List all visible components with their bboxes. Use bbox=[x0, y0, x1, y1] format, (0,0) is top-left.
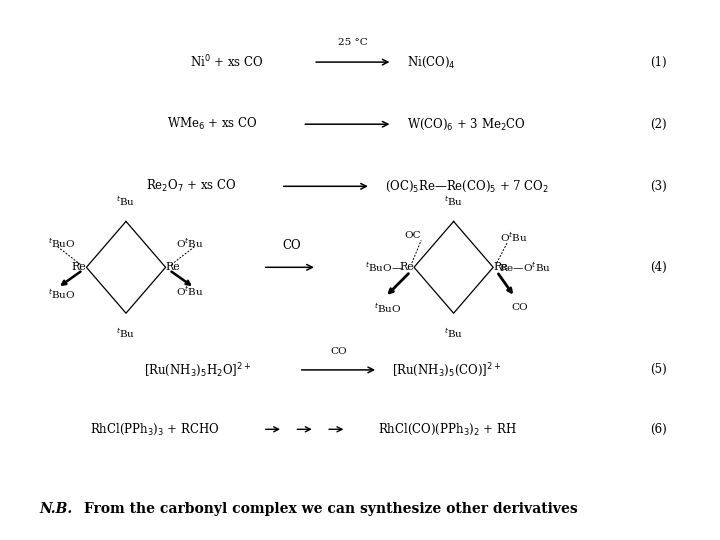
Text: Re: Re bbox=[166, 262, 180, 272]
Text: $^t$Bu: $^t$Bu bbox=[444, 327, 463, 341]
Text: Re: Re bbox=[400, 262, 414, 272]
Text: Ni(CO)$_4$: Ni(CO)$_4$ bbox=[407, 55, 456, 70]
Text: (4): (4) bbox=[650, 261, 667, 274]
Text: Re: Re bbox=[493, 262, 508, 272]
Text: Ni$^0$ + xs CO: Ni$^0$ + xs CO bbox=[190, 54, 264, 70]
Text: O$^t$Bu: O$^t$Bu bbox=[500, 231, 528, 245]
Text: W(CO)$_6$ + 3 Me$_2$CO: W(CO)$_6$ + 3 Me$_2$CO bbox=[407, 117, 526, 132]
Text: (1): (1) bbox=[650, 56, 667, 69]
Text: $^t$BuO: $^t$BuO bbox=[48, 236, 76, 250]
Text: (3): (3) bbox=[650, 180, 667, 193]
Text: $^t$BuO—: $^t$BuO— bbox=[365, 260, 403, 274]
Text: $^t$Bu: $^t$Bu bbox=[117, 194, 135, 208]
Text: (5): (5) bbox=[650, 363, 667, 376]
Text: [Ru(NH$_3$)$_5$(CO)]$^{2+}$: [Ru(NH$_3$)$_5$(CO)]$^{2+}$ bbox=[392, 361, 502, 379]
Text: From the carbonyl complex we can synthesize other derivatives: From the carbonyl complex we can synthes… bbox=[79, 502, 578, 516]
Text: CO: CO bbox=[282, 239, 301, 252]
Text: RhCl(PPh$_3$)$_3$ + RCHO: RhCl(PPh$_3$)$_3$ + RCHO bbox=[90, 422, 220, 437]
Text: $^t$BuO: $^t$BuO bbox=[48, 287, 76, 301]
Text: CO: CO bbox=[511, 303, 528, 312]
Text: [Ru(NH$_3$)$_5$H$_2$O]$^{2+}$: [Ru(NH$_3$)$_5$H$_2$O]$^{2+}$ bbox=[145, 361, 251, 379]
Text: $^t$BuO: $^t$BuO bbox=[374, 301, 402, 315]
Text: $^t$Bu: $^t$Bu bbox=[117, 327, 135, 341]
Text: OC: OC bbox=[405, 232, 421, 240]
Text: $^t$Bu: $^t$Bu bbox=[444, 194, 463, 208]
Text: CO: CO bbox=[330, 347, 347, 356]
Text: (OC)$_5$Re—Re(CO)$_5$ + 7 CO$_2$: (OC)$_5$Re—Re(CO)$_5$ + 7 CO$_2$ bbox=[385, 179, 549, 194]
Text: O$^t$Bu: O$^t$Bu bbox=[176, 236, 204, 250]
Text: Re$_2$O$_7$ + xs CO: Re$_2$O$_7$ + xs CO bbox=[145, 178, 236, 194]
Text: N.B.: N.B. bbox=[40, 502, 73, 516]
Text: Re: Re bbox=[72, 262, 86, 272]
Text: Re—O$^t$Bu: Re—O$^t$Bu bbox=[499, 260, 551, 274]
Text: 25 °C: 25 °C bbox=[338, 38, 368, 47]
Text: WMe$_6$ + xs CO: WMe$_6$ + xs CO bbox=[167, 116, 258, 132]
Text: RhCl(CO)(PPh$_3$)$_2$ + RH: RhCl(CO)(PPh$_3$)$_2$ + RH bbox=[378, 422, 517, 437]
Text: (6): (6) bbox=[650, 423, 667, 436]
Text: (2): (2) bbox=[650, 118, 667, 131]
Text: O$^t$Bu: O$^t$Bu bbox=[176, 285, 204, 299]
